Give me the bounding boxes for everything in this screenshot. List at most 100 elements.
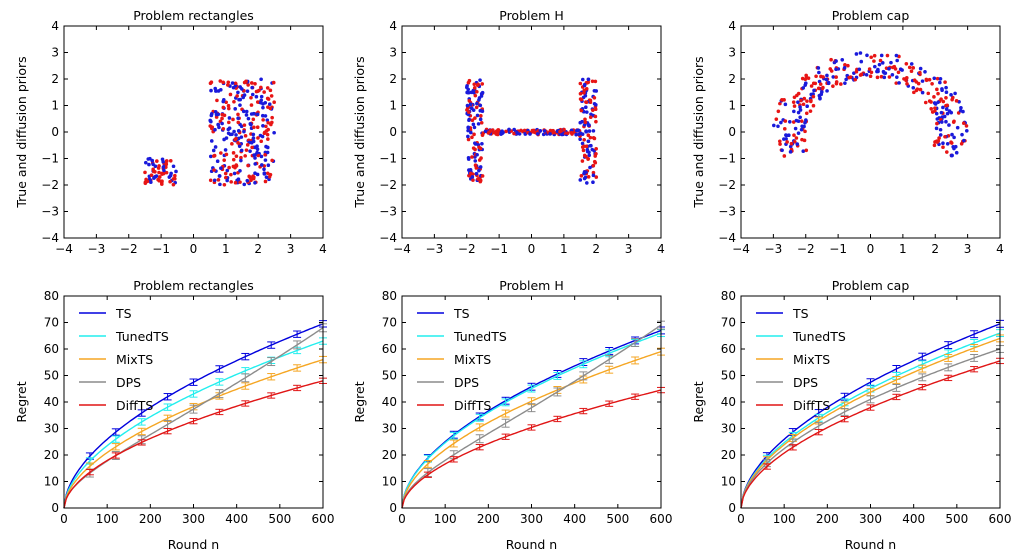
series-line-mixts xyxy=(740,337,1001,509)
x-tick-label: −1 xyxy=(829,242,847,256)
x-tick-label: 200 xyxy=(816,512,839,526)
scatter-point xyxy=(932,143,937,148)
scatter-point xyxy=(253,180,257,185)
legend-label: TunedTS xyxy=(453,329,507,344)
scatter-point xyxy=(261,118,265,122)
x-tick-label: 2 xyxy=(592,242,600,256)
x-tick-label: 100 xyxy=(773,512,796,526)
scatter-point xyxy=(880,61,885,65)
scatter-point xyxy=(151,162,155,167)
scatter-point xyxy=(804,111,809,116)
scatter-point xyxy=(466,157,471,161)
y-tick-label: 10 xyxy=(382,475,397,489)
x-axis-label: Round n xyxy=(845,537,896,552)
scatter-point xyxy=(236,112,240,117)
scatter-point xyxy=(496,128,501,132)
scatter-point xyxy=(953,91,957,96)
scatter-point xyxy=(943,134,947,139)
scatter-point xyxy=(250,85,254,90)
scatter-point xyxy=(474,171,479,176)
scatter-point xyxy=(814,74,818,79)
scatter-point xyxy=(259,85,263,90)
scatter-point xyxy=(907,65,912,70)
scatter-point xyxy=(593,79,598,84)
scatter-point xyxy=(586,77,591,82)
scatter-point xyxy=(224,152,229,157)
y-tick-label: 20 xyxy=(382,448,397,462)
scatter-point xyxy=(801,102,806,107)
scatter-point xyxy=(246,116,251,121)
x-tick-label: 0 xyxy=(190,242,198,256)
scatter-point xyxy=(936,100,940,104)
x-tick-label: 0 xyxy=(528,242,536,256)
scatter-point xyxy=(817,70,821,75)
scatter-point xyxy=(233,107,238,111)
scatter-point xyxy=(876,69,880,74)
scatter-point xyxy=(472,82,477,87)
scatter-point xyxy=(153,170,157,174)
scatter-point xyxy=(234,163,239,167)
scatter-point xyxy=(483,129,488,134)
scatter-point xyxy=(959,105,963,110)
scatter-point xyxy=(938,127,943,132)
scatter-point xyxy=(811,103,816,108)
scatter-point xyxy=(934,111,939,116)
scatter-point xyxy=(155,159,159,163)
scatter-point xyxy=(929,107,934,111)
y-tick-label: −2 xyxy=(718,178,736,192)
scatter-point xyxy=(782,127,787,131)
scatter-point xyxy=(585,110,589,114)
scatter-point xyxy=(263,158,268,162)
chart-title: Problem cap xyxy=(832,8,910,23)
scatter-point xyxy=(801,86,806,90)
scatter-point xyxy=(834,59,838,63)
scatter-point xyxy=(251,136,256,140)
scatter-point xyxy=(799,119,804,123)
scatter-point xyxy=(929,100,933,104)
scatter-point xyxy=(795,142,800,146)
scatter-point xyxy=(774,117,779,121)
scatter-point xyxy=(259,139,264,144)
scatter-point xyxy=(265,150,270,155)
scatter-point xyxy=(475,113,480,118)
scatter-point xyxy=(478,78,482,82)
scatter-point xyxy=(478,146,483,151)
scatter-point xyxy=(244,109,249,114)
scatter-point xyxy=(252,175,256,179)
scatter-point xyxy=(160,179,164,184)
scatter-point xyxy=(839,82,843,86)
scatter-point xyxy=(558,129,562,134)
chart-title: Problem rectangles xyxy=(133,278,254,293)
scatter-point xyxy=(251,117,256,122)
x-tick-label: −3 xyxy=(765,242,783,256)
scatter-point xyxy=(793,126,798,131)
y-tick-label: 60 xyxy=(721,342,736,356)
scatter-point xyxy=(939,97,943,101)
y-tick-label: 40 xyxy=(382,395,397,409)
scatter-point xyxy=(594,119,598,124)
scatter-point xyxy=(478,165,483,169)
scatter-point xyxy=(244,148,249,152)
scatter-point xyxy=(143,160,148,165)
scatter-point xyxy=(215,159,220,164)
scatter-point xyxy=(164,165,168,169)
x-tick-label: 3 xyxy=(964,242,972,256)
scatter-point xyxy=(208,178,213,183)
scatter-point xyxy=(150,158,155,163)
plot-frame xyxy=(63,295,324,509)
scatter-point xyxy=(865,53,869,58)
scatter-point xyxy=(264,124,268,129)
y-axis-label: True and diffusion priors xyxy=(14,56,29,208)
plot-frame xyxy=(740,25,1001,239)
scatter-point xyxy=(231,157,236,162)
scatter-point xyxy=(259,77,263,82)
scatter-point xyxy=(266,120,270,125)
scatter-point xyxy=(586,80,591,85)
scatter-point xyxy=(470,118,475,123)
scatter-point xyxy=(923,100,928,105)
scatter-point xyxy=(219,151,223,155)
y-tick-label: 30 xyxy=(382,422,397,436)
scatter-point xyxy=(160,182,164,186)
y-tick-label: 20 xyxy=(721,448,736,462)
